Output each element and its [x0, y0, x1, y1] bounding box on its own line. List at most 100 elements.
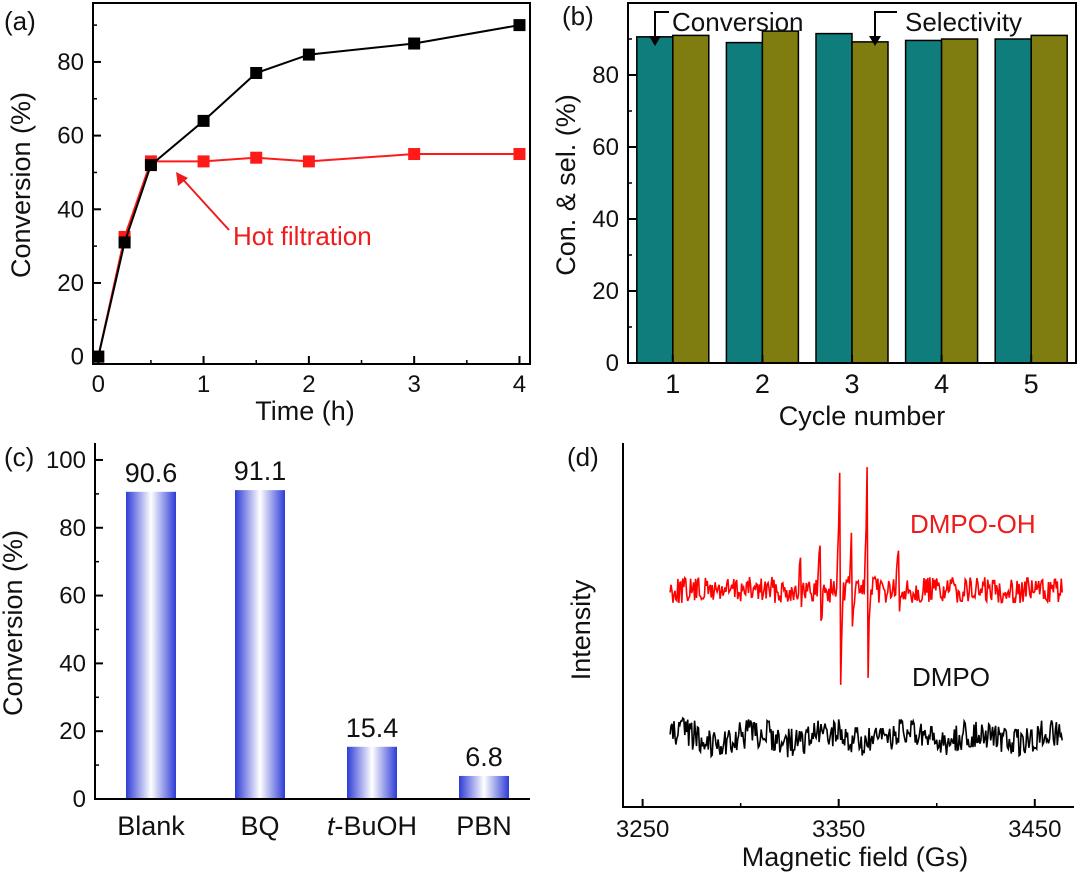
- scavenger-bar-value: 90.6: [125, 458, 178, 488]
- selectivity-bar: [1030, 34, 1068, 364]
- panel-c-ytick-label: 60: [59, 583, 86, 610]
- reaction-series-line: [97, 24, 520, 357]
- panel-b-label: (b): [562, 1, 594, 31]
- hot-filtration-point: [250, 151, 263, 164]
- panel-a-ytick-label: 60: [57, 123, 84, 150]
- panel-c-xtick-label: PBN: [456, 811, 512, 841]
- panel-b-xtick-label: 5: [1024, 369, 1039, 399]
- panel-b-ticks: 1 2 3 4 5 0 20 40 60 80: [592, 38, 1039, 399]
- reaction-point: [197, 114, 210, 127]
- selectivity-bar: [851, 41, 889, 364]
- panel-d-xlabel: Magnetic field (Gs): [742, 842, 969, 872]
- panel-d-ylabel: Intensity: [566, 579, 596, 680]
- panel-b-xtick-label: 1: [665, 369, 680, 399]
- reaction-point: [408, 37, 421, 50]
- panel-d: (d) 3250 3350 3450 Magnetic field (Gs) Int…: [566, 442, 1074, 872]
- selectivity-bar: [940, 38, 979, 364]
- dmpo-spectrum: [669, 716, 1063, 759]
- hot-filtration-point: [408, 148, 421, 161]
- hot-filtration-point: [197, 155, 210, 168]
- panel-b-ytick-label: 60: [592, 134, 619, 161]
- panel-a-xlabel: Time (h): [255, 396, 355, 426]
- dmpo-oh-spectrum: [669, 467, 1063, 685]
- reaction-point: [144, 159, 157, 172]
- panel-c: (c) 90.6 91.1 15.4 6.8 Blank BQ t-BuOH PBN 0 20 4…: [0, 442, 530, 841]
- panel-c-ytick-label: 80: [59, 515, 86, 542]
- panel-a-xtick-label: 2: [302, 371, 315, 398]
- panel-c-ytick-label: 0: [73, 786, 86, 813]
- hot-filtration-series-line: [97, 153, 520, 357]
- dmpo-oh-label: DMPO-OH: [910, 509, 1036, 539]
- panel-b-ytick-label: 0: [606, 350, 619, 377]
- conversion-bar: [904, 39, 943, 364]
- panel-c-xtick-label: t-BuOH: [327, 811, 417, 841]
- reaction-point: [302, 48, 315, 61]
- selectivity-bar: [761, 30, 800, 364]
- panel-b-ylabel: Con. & sel. (%): [551, 94, 581, 276]
- panel-c-xtick-label: Blank: [117, 811, 185, 841]
- legend-selectivity-label: Selectivity: [905, 7, 1022, 37]
- conversion-bar: [994, 38, 1032, 364]
- dmpo-label: DMPO: [912, 662, 990, 692]
- panel-b-xtick-label: 2: [755, 369, 770, 399]
- conversion-bar: [636, 36, 674, 364]
- panel-b-ytick-label: 20: [592, 278, 619, 305]
- hot-filtration-arrowhead: [176, 172, 188, 186]
- legend-selectivity-arrow: [874, 11, 897, 40]
- reaction-point: [118, 236, 131, 249]
- selectivity-bar: [672, 34, 710, 364]
- panel-d-axes: [622, 443, 1074, 808]
- panel-b-plot: [636, 30, 1068, 364]
- panel-a-ylabel: Conversion (%): [6, 92, 36, 278]
- panel-d-xtick-label: 3250: [616, 816, 669, 843]
- conversion-bar: [725, 41, 764, 364]
- panel-a-xtick-label: 3: [407, 371, 420, 398]
- panel-a-ytick-label: 0: [71, 344, 84, 371]
- panel-b: (b) 1 2 3 4 5 0 20 40 60 80 Cycle number Con. & s…: [551, 1, 1077, 431]
- panel-a-xtick-label: 4: [513, 371, 526, 398]
- panel-d-xtick-label: 3350: [812, 816, 865, 843]
- panel-c-ylabel: Conversion (%): [0, 530, 28, 716]
- scavenger-bar-value: 15.4: [346, 713, 399, 743]
- reaction-point: [513, 19, 526, 32]
- panel-d-xtick-label: 3450: [1008, 816, 1061, 843]
- scavenger-bar-value: 91.1: [234, 456, 287, 486]
- panel-d-ticks: 3250 3350 3450: [616, 799, 1061, 843]
- conversion-bar: [815, 32, 853, 364]
- panel-c-ticks: Blank BQ t-BuOH PBN 0 20 40 60 80 100: [46, 447, 512, 841]
- legend-conversion-label: Conversion: [672, 7, 804, 37]
- panel-b-ytick-label: 80: [592, 62, 619, 89]
- panel-a-label: (a): [4, 6, 36, 36]
- legend-selectivity-arrowhead: [869, 36, 881, 46]
- panel-b-xtick-label: 3: [844, 369, 859, 399]
- reaction-point: [250, 66, 263, 79]
- panel-a-ytick-label: 40: [57, 196, 84, 223]
- scavenger-bar: [347, 746, 397, 799]
- panel-b-ytick-label: 40: [592, 206, 619, 233]
- panel-c-ytick-label: 40: [59, 650, 86, 677]
- panel-c-label: (c): [4, 442, 34, 472]
- hot-filtration-annotation: Hot filtration: [233, 221, 372, 251]
- scavenger-bar: [126, 491, 176, 799]
- hot-filtration-point: [513, 148, 526, 161]
- scavenger-bar: [459, 775, 509, 799]
- panel-d-plot: [669, 467, 1063, 759]
- panel-c-ytick-label: 100: [46, 447, 86, 474]
- hot-filtration-arrow: [177, 173, 230, 231]
- legend-conversion-arrowhead: [649, 36, 661, 46]
- panel-a-ytick-label: 80: [57, 49, 84, 76]
- scavenger-bar: [235, 490, 285, 799]
- panel-c-xtick-label: BQ: [240, 811, 279, 841]
- legend-conversion-arrow: [654, 11, 669, 40]
- panel-a-xtick-label: 0: [92, 371, 105, 398]
- panel-c-ytick-label: 20: [59, 718, 86, 745]
- hot-filtration-point: [302, 155, 315, 168]
- panel-a-plot: [92, 19, 526, 363]
- panel-d-label: (d): [567, 442, 599, 472]
- panel-b-xlabel: Cycle number: [779, 401, 946, 431]
- panel-b-xtick-label: 4: [934, 369, 949, 399]
- panel-a-xtick-label: 1: [197, 371, 210, 398]
